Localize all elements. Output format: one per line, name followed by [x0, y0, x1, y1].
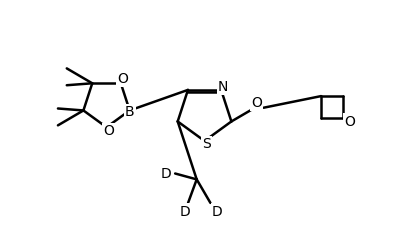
Text: O: O — [344, 115, 355, 128]
Text: D: D — [180, 204, 190, 219]
Text: S: S — [202, 137, 211, 151]
Text: O: O — [252, 96, 262, 110]
Text: D: D — [212, 204, 223, 219]
Text: N: N — [218, 80, 228, 94]
Text: O: O — [117, 72, 128, 86]
Text: B: B — [125, 105, 135, 120]
Text: D: D — [161, 167, 171, 181]
Text: O: O — [103, 124, 114, 138]
